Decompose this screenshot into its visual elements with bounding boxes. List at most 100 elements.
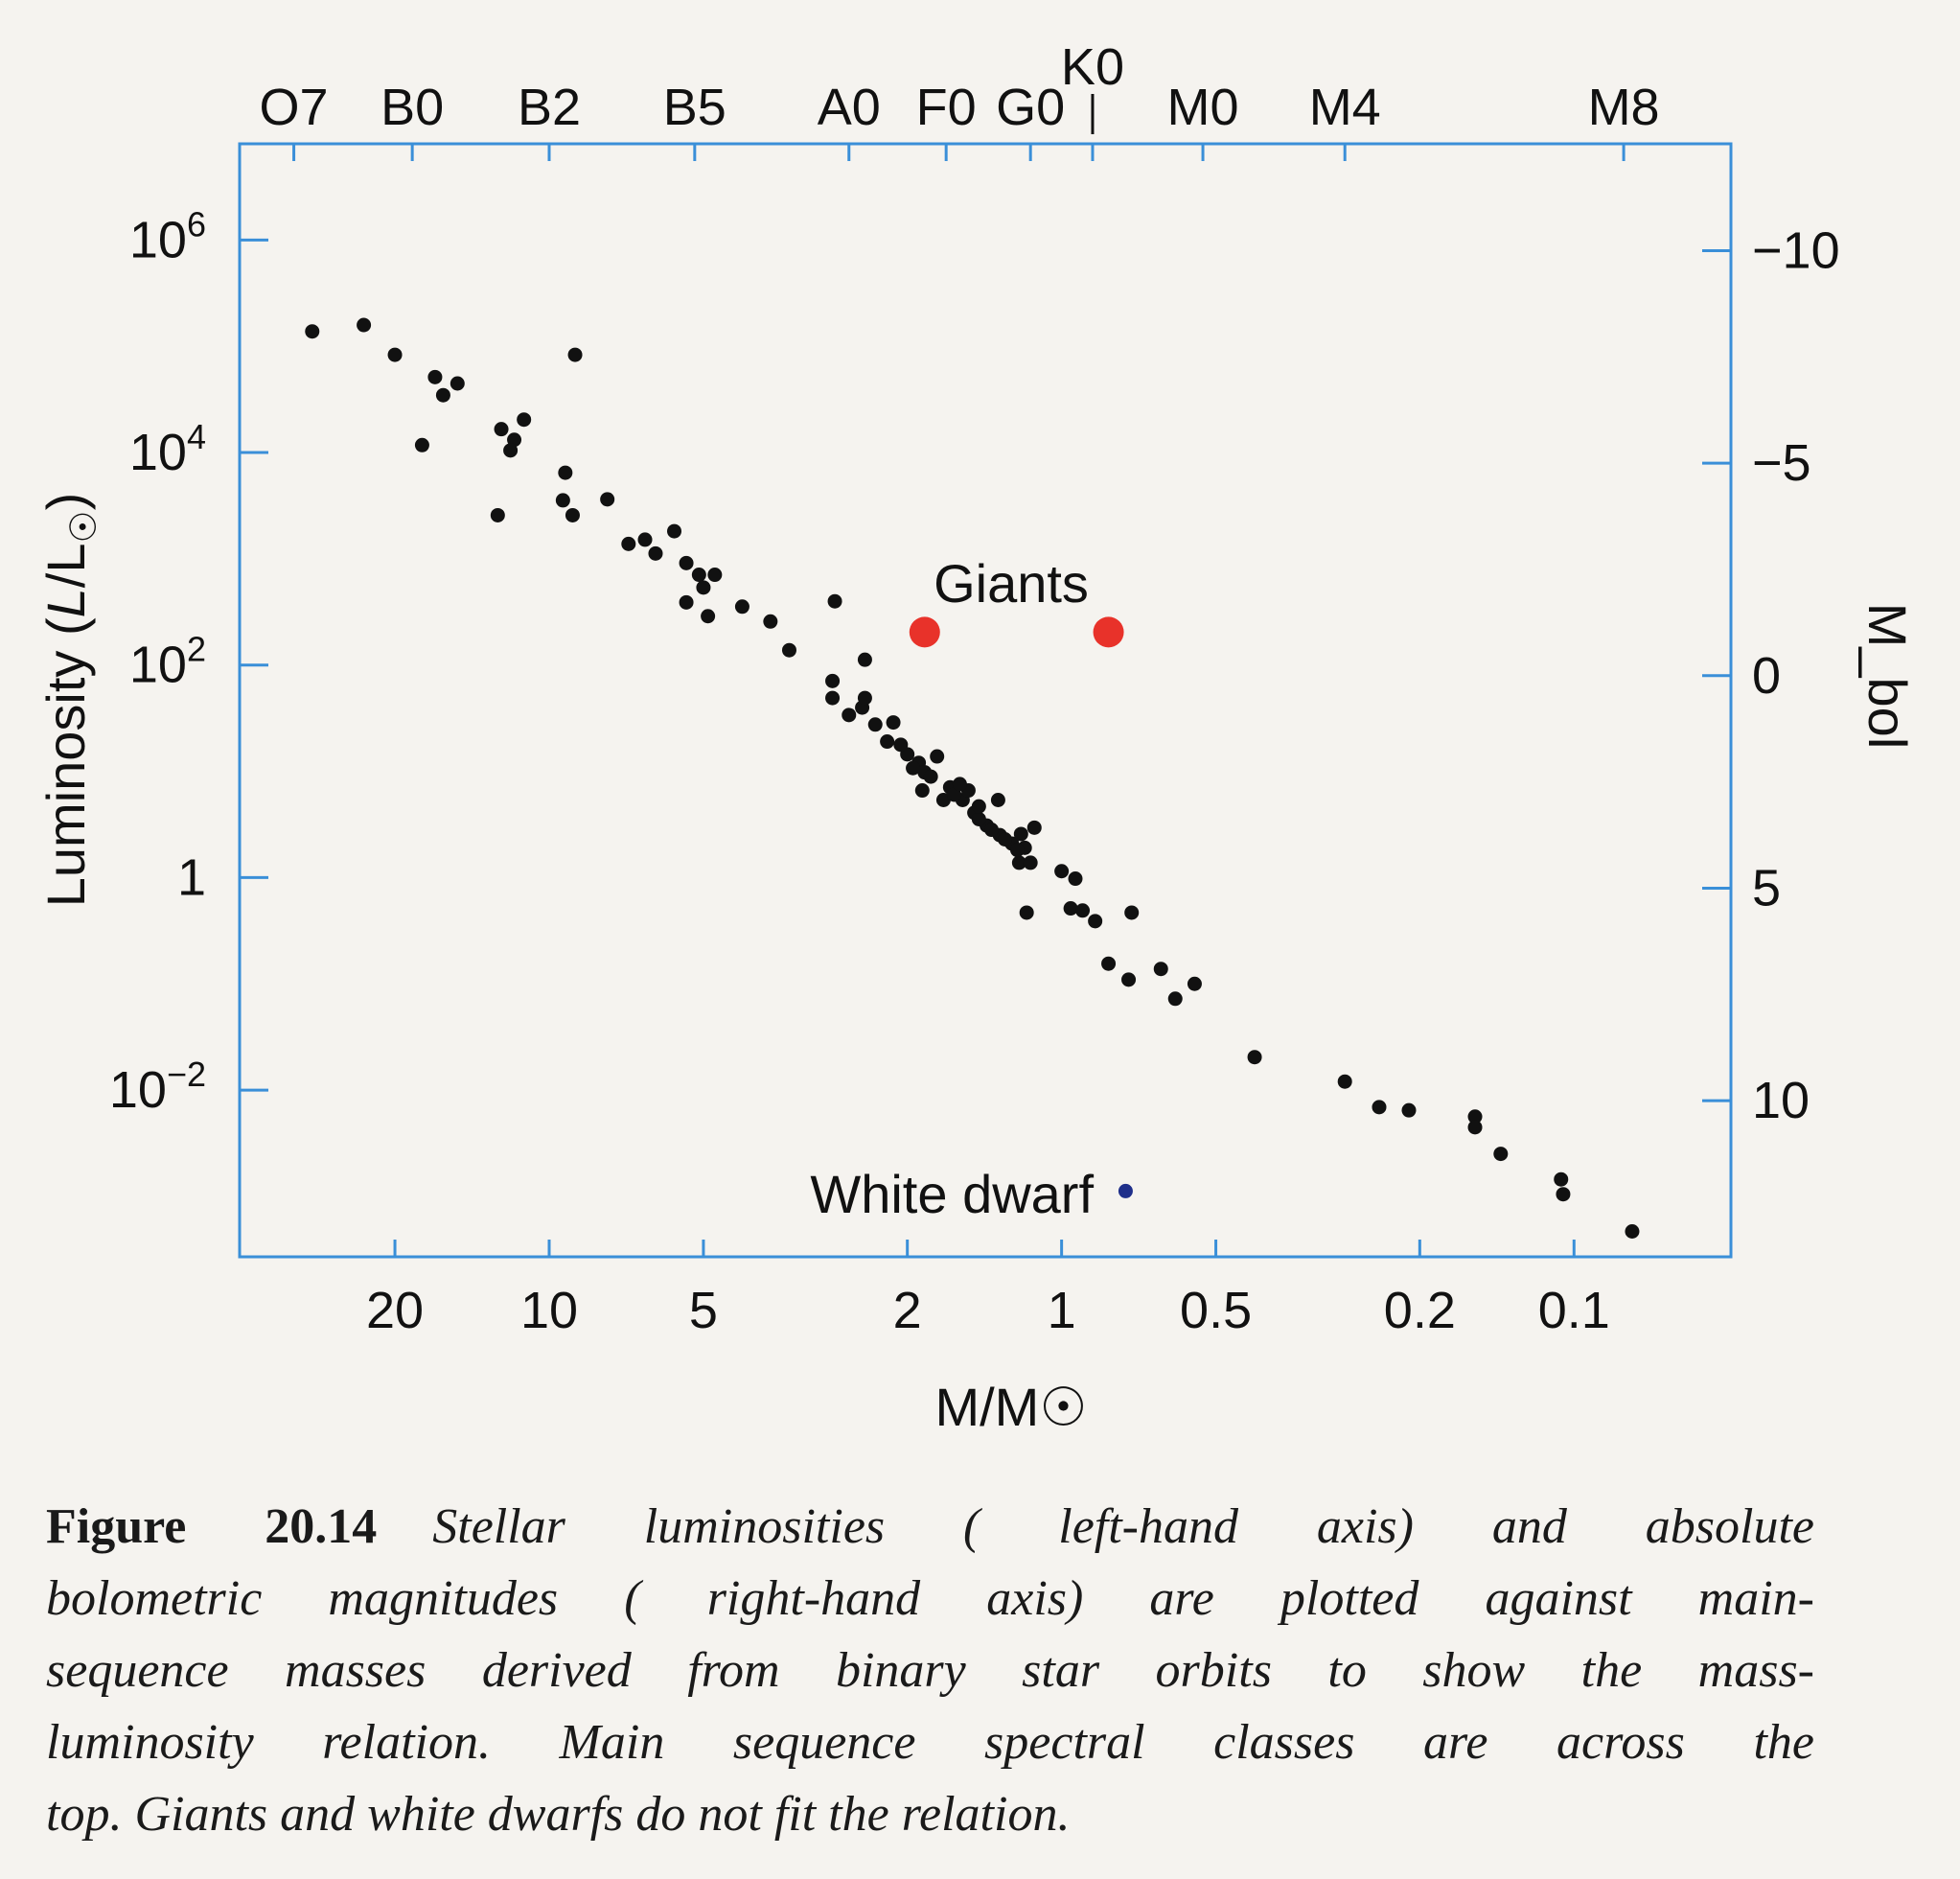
main-sequence-point [600, 492, 615, 507]
main-sequence-point [387, 347, 403, 362]
main-sequence-point [857, 690, 872, 706]
main-sequence-point [1401, 1102, 1417, 1118]
caption-line: bolometric magnitudes ( right-hand axis)… [46, 1571, 1814, 1626]
y2-tick-label: 10 [1752, 1072, 1810, 1129]
main-sequence-point [1247, 1050, 1262, 1065]
main-sequence-point [305, 324, 320, 339]
main-sequence-point [906, 760, 921, 776]
main-sequence-point [1167, 991, 1183, 1007]
main-sequence-point [842, 708, 857, 723]
main-sequence-point [1554, 1171, 1569, 1187]
plot-frame [238, 142, 1733, 1259]
main-sequence-point [1493, 1147, 1509, 1162]
x-tick-label: 2 [893, 1282, 922, 1339]
main-sequence-point [637, 532, 653, 547]
x-tick-label: 0.1 [1538, 1282, 1610, 1339]
main-sequence-point [1075, 903, 1091, 918]
main-sequence-point [494, 422, 509, 437]
main-sequence-point [667, 523, 682, 539]
main-sequence-point [1088, 914, 1103, 929]
main-sequence-point [1467, 1120, 1483, 1135]
main-sequence-point [857, 652, 872, 667]
y2-tick-label: −10 [1752, 221, 1840, 279]
caption-line: top. Giants and white dwarfs do not fit … [46, 1787, 1071, 1842]
main-sequence-point [1023, 855, 1038, 870]
spectral-class-label: A0 [818, 79, 881, 136]
main-sequence-point [1556, 1187, 1571, 1202]
x-axis-title: M/M☉ [934, 1377, 1087, 1437]
white-dwarf-point [1118, 1183, 1133, 1198]
main-sequence-point [435, 387, 450, 403]
x-tick-label: 5 [689, 1282, 718, 1339]
main-sequence-point [450, 376, 465, 391]
main-sequence-point [952, 777, 967, 792]
main-sequence-point [880, 734, 895, 750]
main-sequence-point [893, 737, 909, 753]
giants-point [909, 616, 940, 648]
main-sequence-point [914, 783, 930, 799]
main-sequence-point [1187, 976, 1202, 991]
caption-text: Stellar luminosities ( left-hand axis) a… [432, 1499, 1814, 1554]
giants-point [1093, 616, 1124, 648]
main-sequence-point [1121, 972, 1137, 987]
spectral-class-label: M0 [1167, 79, 1239, 136]
main-sequence-point [947, 787, 962, 802]
main-sequence-point [886, 715, 901, 731]
main-sequence-point [827, 593, 842, 609]
spectral-class-label: M8 [1588, 79, 1660, 136]
main-sequence-point [1011, 855, 1026, 870]
main-sequence-point [935, 792, 951, 807]
main-sequence-point [1101, 956, 1117, 971]
spectral-class-label: M4 [1309, 79, 1381, 136]
main-sequence-point [503, 443, 519, 458]
main-sequence-point [1467, 1109, 1483, 1125]
main-sequence-point [923, 769, 938, 784]
y2-axis-title: M_bol [1857, 603, 1918, 750]
main-sequence-point [696, 580, 711, 595]
figure-label: Figure 20.14 [46, 1499, 378, 1554]
y2-tick-label: 0 [1752, 647, 1781, 705]
main-sequence-point [998, 832, 1013, 847]
caption-line: Figure 20.14 Stellar luminosities ( left-… [46, 1491, 1814, 1563]
main-sequence-point [971, 799, 986, 814]
spectral-class-label: F0 [916, 79, 977, 136]
main-sequence-point [565, 507, 580, 522]
main-sequence-point [1019, 905, 1034, 920]
main-sequence-point [1054, 864, 1070, 879]
x-tick-label: 10 [520, 1282, 578, 1339]
x-tick-label: 20 [366, 1282, 424, 1339]
main-sequence-point [1013, 826, 1028, 842]
caption-line: sequence masses derived from binary star… [46, 1643, 1814, 1698]
main-sequence-point [490, 507, 505, 522]
y-axis-title: Luminosity (L/L☉) [35, 493, 104, 907]
main-sequence-point [867, 717, 883, 732]
main-sequence-point [427, 369, 443, 384]
main-sequence-point [825, 690, 841, 706]
main-sequence-point [984, 823, 1000, 838]
main-sequence-point [825, 673, 841, 688]
y-tick-label: 104 [129, 417, 206, 481]
figure-caption: Figure 20.14 Stellar luminosities ( left-… [46, 1491, 1814, 1850]
main-sequence-point [679, 555, 694, 570]
spectral-class-label: B2 [518, 79, 581, 136]
main-sequence-point [558, 465, 573, 480]
main-sequence-point [781, 642, 796, 658]
main-sequence-point [517, 412, 532, 428]
spectral-class-label: G0 [996, 79, 1065, 136]
main-sequence-point [990, 792, 1005, 807]
main-sequence-point [930, 749, 945, 764]
y-tick-label: 106 [129, 204, 206, 268]
main-sequence-point [648, 545, 663, 561]
spectral-class-label: K0 [1061, 38, 1124, 96]
main-sequence-point [1124, 905, 1140, 920]
main-sequence-point [971, 811, 986, 826]
y-tick-label: 1 [177, 848, 206, 906]
white-dwarf-annotation: White dwarf [810, 1164, 1094, 1224]
main-sequence-point [701, 609, 716, 624]
main-sequence-point [1372, 1100, 1387, 1115]
main-sequence-point [1026, 820, 1042, 835]
main-sequence-point [1337, 1074, 1352, 1089]
main-sequence-point [1009, 843, 1025, 858]
